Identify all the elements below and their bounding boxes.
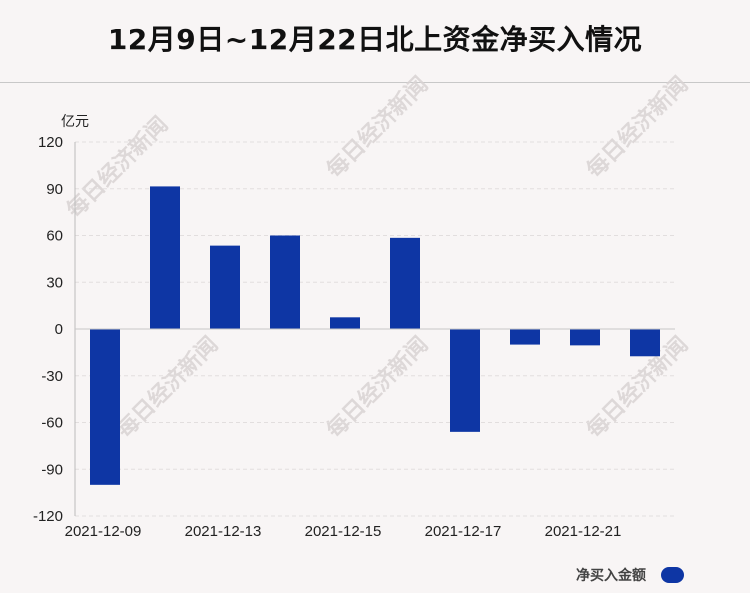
bar xyxy=(90,329,120,485)
y-axis-unit: 亿元 xyxy=(61,114,89,130)
x-tick-label: 2021-12-17 xyxy=(425,523,502,540)
y-tick-label: -60 xyxy=(41,415,63,432)
title-bar: 12月9日~12月22日北上资金净买入情况 xyxy=(0,0,750,83)
legend-label: 净买入金额 xyxy=(576,568,646,584)
bars xyxy=(75,186,675,485)
bar xyxy=(510,329,540,345)
chart-title: 12月9日~12月22日北上资金净买入情况 xyxy=(107,23,643,56)
x-tick-label: 2021-12-21 xyxy=(545,523,622,540)
x-tick-label: 2021-12-15 xyxy=(305,523,382,540)
y-tick-label: 90 xyxy=(46,181,63,198)
bar xyxy=(210,245,240,329)
y-tick-label: -30 xyxy=(41,368,63,385)
y-tick-labels: 120 90 60 30 0 -30 -60 -90 -120 xyxy=(33,134,63,525)
y-tick-label: 30 xyxy=(46,274,63,291)
x-tick-label: 2021-12-09 xyxy=(65,523,142,540)
bar xyxy=(390,237,420,329)
y-tick-label: 60 xyxy=(46,228,63,245)
bar xyxy=(150,186,180,329)
y-tick-label: -120 xyxy=(33,508,63,525)
legend-swatch xyxy=(661,567,684,583)
y-tick-label: 0 xyxy=(55,321,63,338)
bar xyxy=(630,329,660,357)
x-tick-labels: 2021-12-09 2021-12-13 2021-12-15 2021-12-17… xyxy=(65,523,622,540)
bar xyxy=(330,317,360,329)
x-tick-label: 2021-12-13 xyxy=(185,523,262,540)
bar xyxy=(570,329,600,346)
y-tick-label: 120 xyxy=(38,134,63,151)
y-tick-label: -90 xyxy=(41,461,63,478)
bar xyxy=(450,329,480,432)
bar xyxy=(270,235,300,329)
